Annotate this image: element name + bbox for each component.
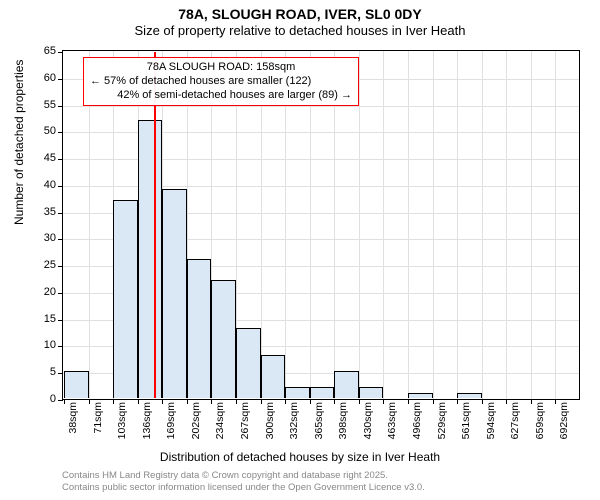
histogram-bar (236, 328, 261, 398)
annotation-title: 78A SLOUGH ROAD: 158sqm (90, 61, 352, 75)
y-tick-label: 50 (26, 125, 56, 137)
y-tick-label: 45 (26, 152, 56, 164)
x-tick-label: 463sqm (386, 402, 398, 439)
x-tick-label: 332sqm (288, 402, 300, 439)
y-axis-label: Number of detached properties (12, 60, 26, 225)
x-tick-label: 692sqm (558, 402, 570, 439)
chart-header: 78A, SLOUGH ROAD, IVER, SL0 0DY Size of … (0, 0, 600, 38)
x-tick-label: 103sqm (116, 402, 128, 439)
y-tick-label: 25 (26, 259, 56, 271)
x-tick-label: 627sqm (509, 402, 521, 439)
y-tick-label: 35 (26, 206, 56, 218)
x-tick-label: 169sqm (165, 402, 177, 439)
histogram-bar (359, 387, 384, 398)
histogram-bar (64, 371, 89, 398)
x-tick-label: 202sqm (190, 402, 202, 439)
x-tick-label: 136sqm (141, 402, 153, 439)
x-tick-label: 659sqm (534, 402, 546, 439)
histogram-bar (285, 387, 310, 398)
x-tick-label: 365sqm (313, 402, 325, 439)
annotation-larger: 42% of semi-detached houses are larger (… (90, 89, 352, 103)
y-tick-label: 65 (26, 45, 56, 57)
y-tick-label: 5 (26, 366, 56, 378)
histogram-bar (261, 355, 286, 398)
y-tick-label: 30 (26, 232, 56, 244)
x-tick-label: 234sqm (214, 402, 226, 439)
x-tick-label: 430sqm (362, 402, 374, 439)
chart-title: 78A, SLOUGH ROAD, IVER, SL0 0DY (0, 6, 600, 22)
x-tick-label: 561sqm (460, 402, 472, 439)
y-tick-label: 60 (26, 72, 56, 84)
footer-attribution: Contains HM Land Registry data © Crown c… (62, 470, 425, 494)
x-tick-label: 398sqm (337, 402, 349, 439)
annotation-box: 78A SLOUGH ROAD: 158sqm← 57% of detached… (83, 57, 359, 106)
plot-region: 78A SLOUGH ROAD: 158sqm← 57% of detached… (62, 50, 580, 400)
histogram-bar (113, 200, 138, 398)
x-axis-label: Distribution of detached houses by size … (0, 450, 600, 464)
x-tick-label: 38sqm (67, 402, 79, 434)
x-tick-label: 529sqm (436, 402, 448, 439)
histogram-bar (138, 120, 163, 398)
histogram-bar (310, 387, 335, 398)
histogram-bar (187, 259, 212, 398)
y-tick-label: 0 (26, 393, 56, 405)
histogram-bar (334, 371, 359, 398)
annotation-smaller: ← 57% of detached houses are smaller (12… (90, 75, 352, 89)
x-tick-label: 71sqm (92, 402, 104, 434)
y-tick-label: 20 (26, 286, 56, 298)
histogram-bar (211, 280, 236, 398)
footer-line-1: Contains HM Land Registry data © Crown c… (62, 470, 425, 482)
footer-line-2: Contains public sector information licen… (62, 482, 425, 494)
x-tick-label: 300sqm (264, 402, 276, 439)
y-tick-label: 15 (26, 313, 56, 325)
x-tick-label: 267sqm (239, 402, 251, 439)
x-tick-label: 496sqm (411, 402, 423, 439)
y-tick-label: 40 (26, 179, 56, 191)
y-tick-label: 55 (26, 99, 56, 111)
x-tick-label: 594sqm (485, 402, 497, 439)
histogram-bar (457, 393, 482, 398)
chart-area: 78A SLOUGH ROAD: 158sqm← 57% of detached… (62, 50, 580, 400)
histogram-bar (408, 393, 433, 398)
histogram-bar (162, 189, 187, 398)
y-tick-label: 10 (26, 339, 56, 351)
chart-subtitle: Size of property relative to detached ho… (0, 23, 600, 38)
